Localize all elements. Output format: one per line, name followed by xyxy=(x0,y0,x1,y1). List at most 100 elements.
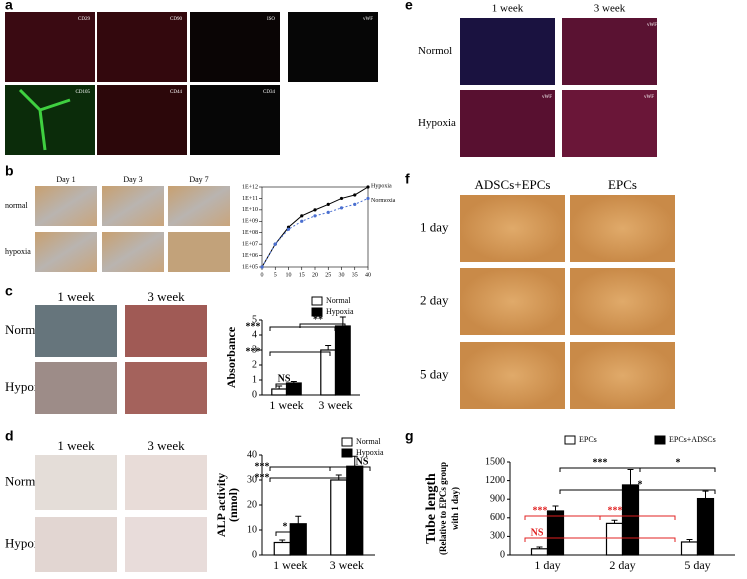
row-label: 5 day xyxy=(420,366,449,381)
tile-label: CD90 xyxy=(170,17,182,22)
error-bar xyxy=(552,505,559,511)
significance-label: *** xyxy=(608,505,623,516)
significance-bracket xyxy=(524,537,676,542)
legend-swatch xyxy=(341,448,353,458)
row-label: Normol xyxy=(418,45,452,57)
micrograph xyxy=(460,195,565,262)
significance-bracket xyxy=(269,477,351,482)
significance-label: ** xyxy=(313,314,323,325)
micrograph xyxy=(35,232,97,272)
plot-frame xyxy=(261,186,369,268)
significance-bracket xyxy=(269,351,331,356)
error-bar xyxy=(627,468,634,485)
tile-label: CD34 xyxy=(263,90,275,95)
column-header: ADSCs+EPCs xyxy=(475,177,551,192)
y-axis-label: (nmol) xyxy=(226,488,240,522)
bar xyxy=(530,548,549,556)
legend-swatch xyxy=(564,435,576,445)
point xyxy=(366,196,370,201)
y-tick-label: 600 xyxy=(490,512,505,523)
column-header: EPCs xyxy=(608,177,637,192)
y-axis-label: ALP activity xyxy=(214,473,228,537)
micrograph xyxy=(570,268,675,335)
significance-label: *** xyxy=(246,346,261,357)
bar xyxy=(330,479,348,556)
significance-label: *** xyxy=(533,505,548,516)
y-tick-label: 300 xyxy=(490,531,505,542)
significance-label: *** xyxy=(255,472,270,483)
error-bar xyxy=(279,539,286,543)
panel-letter: d xyxy=(5,428,14,444)
tile-label: ISO xyxy=(267,17,275,22)
y-tick-label: 1200 xyxy=(485,475,505,486)
y-tick-label: 1E+07 xyxy=(242,242,258,248)
column-header: 1 week xyxy=(57,438,95,453)
row-label: 1 day xyxy=(420,219,449,234)
legend-label: Hypoxia xyxy=(371,183,392,189)
micrograph xyxy=(190,12,280,82)
significance-label: NS xyxy=(278,373,291,384)
column-header: 3 week xyxy=(147,289,185,304)
x-tick-label: 35 xyxy=(352,272,358,278)
y-axis-label: Tube length xyxy=(424,473,439,544)
column-header: 1 week xyxy=(57,289,95,304)
tile-label: CD29 xyxy=(78,17,90,22)
y-tick-label: 3 xyxy=(252,344,257,355)
series-line xyxy=(261,197,369,268)
x-tick-label: 1 week xyxy=(273,558,307,572)
micrograph xyxy=(102,186,164,226)
significance-label: NS xyxy=(356,456,369,467)
micrograph xyxy=(125,305,207,357)
micrograph xyxy=(168,186,230,226)
tile-label: vWF xyxy=(542,95,552,100)
bar xyxy=(273,541,291,556)
x-tick-label: 3 week xyxy=(330,558,364,572)
significance-label: *** xyxy=(593,457,608,468)
series-line xyxy=(261,186,369,268)
x-tick-label: 25 xyxy=(325,272,331,278)
x-tick-label: 2 day xyxy=(609,558,635,572)
x-tick-label: 30 xyxy=(339,272,345,278)
bar xyxy=(334,325,351,396)
point xyxy=(339,206,344,210)
y-tick-label: 1E+05 xyxy=(242,264,258,270)
panel-letter: b xyxy=(5,163,14,179)
column-header: 1 week xyxy=(492,3,524,15)
y-tick-label: 0 xyxy=(252,389,257,400)
row-label: normal xyxy=(5,201,28,210)
micrograph xyxy=(35,305,117,357)
y-tick-label: 1500 xyxy=(485,456,505,467)
row-label: hypoxia xyxy=(5,247,31,256)
tile-label: vWF xyxy=(363,17,373,22)
y-tick-label: 2 xyxy=(252,359,257,370)
legend-label: Normoxia xyxy=(371,198,396,204)
significance-label: * xyxy=(676,457,681,468)
legend-swatch xyxy=(654,435,666,445)
y-tick-label: 1E+12 xyxy=(242,184,258,190)
significance-label: NS xyxy=(531,527,544,538)
y-tick-label: 900 xyxy=(490,493,505,504)
x-tick-label: 40 xyxy=(365,272,371,278)
significance-bracket xyxy=(559,489,716,494)
panel-letter: f xyxy=(405,171,410,187)
error-bar xyxy=(276,385,283,389)
column-header: 3 week xyxy=(147,438,185,453)
bar xyxy=(621,484,640,556)
legend-label: Normal xyxy=(356,437,381,446)
bar xyxy=(546,510,565,556)
panel-letter: a xyxy=(5,0,13,13)
bar xyxy=(346,465,364,556)
micrograph xyxy=(125,517,207,572)
micrograph xyxy=(35,517,117,572)
legend-label: Hypoxia xyxy=(326,307,354,316)
x-tick-label: 3 week xyxy=(318,398,352,412)
column-header: 3 week xyxy=(594,3,626,15)
error-bar xyxy=(290,381,297,383)
tile-label: vWF xyxy=(647,23,657,28)
y-tick-label: 1E+10 xyxy=(242,207,258,213)
y-tick-label: 0 xyxy=(252,549,257,560)
panel-letter: g xyxy=(405,428,414,444)
legend-label: Hypoxia xyxy=(356,448,384,457)
significance-bracket xyxy=(329,466,371,471)
y-tick-label: 1E+08 xyxy=(242,230,258,236)
